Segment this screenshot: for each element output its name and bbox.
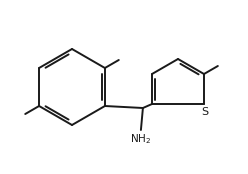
Text: NH$_2$: NH$_2$ [130,132,152,146]
Text: S: S [201,107,209,117]
